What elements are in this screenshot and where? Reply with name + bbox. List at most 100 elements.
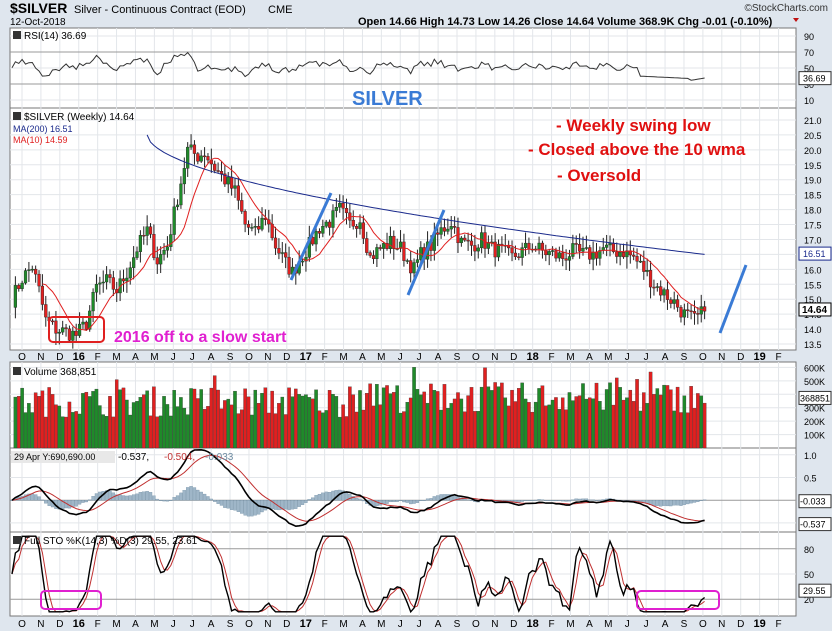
volume-bar [611,404,616,449]
candle-body [162,250,166,255]
macd-histogram-bar [138,492,143,501]
x-tick-label: J [190,352,195,363]
volume-bar [473,411,477,449]
volume-bar [263,387,268,449]
x-tick-label-bottom: S [227,619,234,630]
volume-bar [256,403,261,449]
ma200-legend-label: MA(200) 16.51 [13,124,73,134]
macd-histogram-bar [523,500,528,501]
candle-body [179,183,183,206]
macd-value-b: -0.504, [164,452,195,463]
volume-bar [550,399,555,449]
candle-body [321,226,325,234]
macd-histogram-bar [196,489,200,501]
volume-bar [358,390,362,449]
x-tick-label-bottom: 16 [73,618,85,630]
down-arrow-icon [793,18,799,22]
volume-bar [452,398,457,449]
rsi-tick-label: 70 [804,48,814,58]
volume-bar [490,390,494,449]
volume-bar [300,395,305,449]
rsi-value-label: 36.69 [803,74,826,84]
volume-bar [469,387,474,449]
trendline-projection [718,264,748,334]
volume-bar [631,401,636,449]
volume-bar [604,389,609,449]
candle-body [273,237,278,249]
macd-histogram-bar [358,498,362,501]
price-tick-label: 15.0 [804,295,822,305]
x-tick-label-bottom: O [472,619,480,630]
x-tick-label: S [681,352,688,363]
macd-histogram-bar [236,500,241,512]
volume-bar [226,398,230,449]
x-tick-label-bottom: J [644,619,649,630]
macd-label-bg [11,451,115,463]
x-tick-label-bottom: D [510,619,517,630]
volume-bar [429,383,433,449]
price-tick-label: 15.5 [804,280,822,290]
macd-histogram-bar [689,500,693,504]
volume-bar [40,390,45,449]
macd-histogram-bar [675,500,680,506]
x-tick-label-bottom: 17 [300,618,312,630]
volume-bar [408,397,413,449]
candle-body [148,226,153,235]
candle-body [192,144,197,154]
candle-body [189,144,193,148]
candle-body [132,257,136,268]
x-tick-label: O [18,352,26,363]
volume-bar [456,392,460,449]
volume-bar [185,414,190,449]
x-tick-label-bottom: A [132,619,139,630]
macd-histogram-bar [702,499,707,501]
x-tick-label-bottom: A [586,619,593,630]
macd-histogram-bar [216,500,220,504]
volume-bar [435,391,440,449]
macd-histogram-bar [672,500,676,506]
volume-bar [679,412,683,449]
volume-bar [158,415,163,449]
volume-bar [169,415,173,449]
x-tick-label-bottom: J [398,619,403,630]
macd-histogram-bar [34,494,38,501]
macd-value-box-1 [798,494,832,509]
candle-body [703,306,707,312]
macd-value-label-1: -0.033 [800,497,826,507]
macd-histogram-bar [679,500,683,506]
candle-body [365,238,369,253]
macd-histogram-bar [419,500,423,501]
volume-bar [685,412,690,449]
volume-bar [223,400,227,449]
volume-bar [27,403,31,449]
macd-histogram-bar [699,500,703,501]
macd-histogram-bar [682,500,686,505]
volume-bar [618,387,622,449]
macd-histogram-bar [534,499,538,501]
volume-bar [527,402,531,449]
candle-body [61,327,65,333]
macd-histogram-bar [270,500,274,510]
candle-body [652,286,656,289]
candle-body [253,226,257,228]
volume-bar [128,414,133,449]
volume-bar [280,396,285,449]
sto-tick-label: 20 [804,595,814,605]
note-weekly-swing-low: - Weekly swing low [556,116,711,135]
volume-bar [554,397,558,449]
volume-bar [682,395,687,449]
note-closed-above: - Closed above the 10 wma [528,140,746,159]
volume-bar [233,390,237,449]
candle-body [40,285,45,305]
candle-body [571,243,575,257]
volume-bar [104,416,109,449]
candle-body [459,237,463,244]
volume-bar [118,389,122,449]
macd-histogram-bar [588,499,592,501]
macd-histogram-bar [280,500,284,510]
vol-tick-label: 300K [804,404,825,414]
sto-box-2016 [40,590,102,610]
x-tick-label: A [208,352,215,363]
macd-histogram-bar [206,496,210,501]
